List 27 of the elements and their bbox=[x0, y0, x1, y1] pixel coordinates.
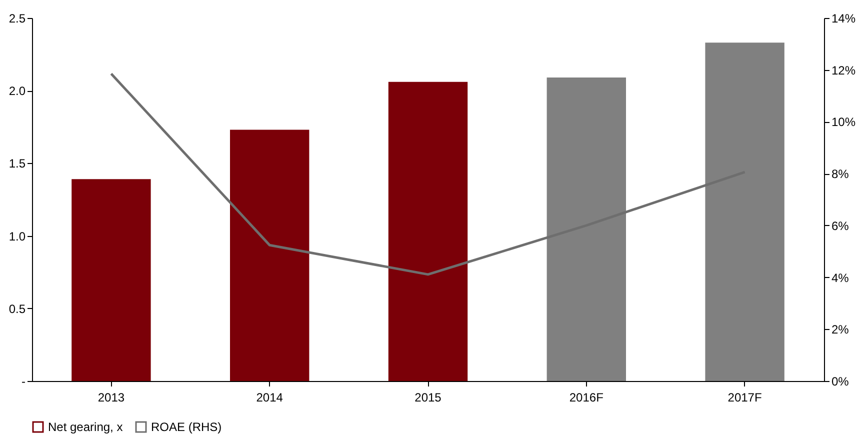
bar bbox=[72, 179, 151, 381]
line-series bbox=[110, 72, 746, 276]
y2-tick-label: 12% bbox=[832, 63, 856, 78]
y2-tick-label: 10% bbox=[832, 115, 856, 130]
bar bbox=[546, 78, 626, 381]
y-tick-label: - bbox=[22, 374, 26, 388]
legend-label: ROAE (RHS) bbox=[151, 420, 222, 434]
x-tick-label: 2013 bbox=[98, 390, 125, 404]
y-tick-label: 1.0 bbox=[8, 229, 26, 244]
legend-label: Net gearing, x bbox=[48, 420, 123, 434]
bar bbox=[705, 42, 784, 381]
x-tick-label: 2015 bbox=[414, 390, 442, 404]
x-tick-label: 2014 bbox=[256, 390, 284, 404]
y2-tick-label: 4% bbox=[832, 270, 850, 285]
y-tick-label: 2.5 bbox=[8, 12, 26, 26]
y2-tick-label: 6% bbox=[832, 218, 850, 233]
y2-tick-label: 2% bbox=[832, 322, 850, 337]
y-tick-label: 2.0 bbox=[8, 84, 26, 98]
y2-tick-label: 14% bbox=[832, 12, 856, 26]
y-tick-label: 0.5 bbox=[8, 302, 26, 316]
bar bbox=[230, 130, 310, 381]
x-tick-label: 2016F bbox=[569, 390, 604, 404]
x-tick-label: 2017F bbox=[728, 390, 762, 404]
y2-tick-label: 8% bbox=[832, 167, 850, 182]
y-tick-label: 1.5 bbox=[8, 156, 26, 171]
bar bbox=[388, 82, 468, 381]
y2-tick-label: 0% bbox=[832, 374, 850, 388]
